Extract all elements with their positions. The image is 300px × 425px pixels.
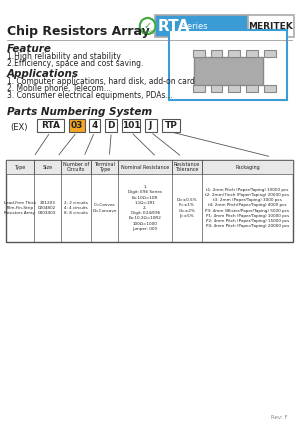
Bar [145,119,157,132]
Text: Number of
Circuits: Number of Circuits [63,162,89,173]
Text: 1. Computer applications, hard disk, add-on card: 1. Computer applications, hard disk, add… [7,77,195,86]
Bar [61,160,91,174]
Text: MERITEK: MERITEK [248,22,293,31]
Text: t1: 2mm Pitch (Paper/Taping) 10000 pcs
t2: 2mm/7inch (Paper/Taping) 20000 pcs
t3: t1: 2mm Pitch (Paper/Taping) 10000 pcs t… [206,188,290,228]
Bar [211,50,222,57]
Text: Series: Series [179,22,208,31]
Text: Feature: Feature [7,44,52,54]
Text: 2: 2 circuits
4: 4 circuits
8: 8 circuits: 2: 2 circuits 4: 4 circuits 8: 8 circuit… [64,201,88,215]
Bar [228,85,240,92]
Text: Size: Size [42,164,52,170]
Text: Applications: Applications [7,69,79,79]
Text: J: J [149,121,152,130]
Text: Lead-Free Thick
Film-Fin-Strip
Resistors Array: Lead-Free Thick Film-Fin-Strip Resistors… [4,201,36,215]
Bar [105,119,117,132]
Text: Terminal
Type: Terminal Type [94,162,115,173]
Text: 3. Consumer electrical equipments, PDAs...: 3. Consumer electrical equipments, PDAs.… [7,91,173,100]
Text: ✓: ✓ [144,21,152,31]
Bar [172,160,202,174]
Text: Rev: F: Rev: F [271,415,287,420]
Text: 03: 03 [71,121,83,130]
Bar [211,85,222,92]
Text: 2.Efficiency, space and cost saving.: 2.Efficiency, space and cost saving. [7,59,143,68]
Bar [118,160,172,174]
Circle shape [140,18,155,34]
FancyBboxPatch shape [154,15,248,37]
Text: 1-
Digit: E96 Series
Ex:10Ω=10R
1.1Ω=1R1
2-
Digit: E24/E96
Ex:10.2Ω=10R2
100Ω=10: 1- Digit: E96 Series Ex:10Ω=10R 1.1Ω=1R1… [128,185,162,231]
Text: Type: Type [14,164,26,170]
Bar [246,85,258,92]
Bar [37,119,64,132]
Text: 4: 4 [92,121,98,130]
Bar [6,160,34,174]
Bar [122,119,140,132]
Text: RoHS: RoHS [141,29,154,34]
Text: 2. Mobile phone, Telecom...: 2. Mobile phone, Telecom... [7,84,111,93]
Text: D=±0.5%
F=±1%
G=±2%
J=±5%: D=±0.5% F=±1% G=±2% J=±5% [177,198,197,218]
Bar [228,50,240,57]
Text: Parts Numbering System: Parts Numbering System [7,107,152,117]
Bar [34,160,61,174]
FancyBboxPatch shape [248,15,294,37]
Bar [6,160,293,242]
Bar [91,160,118,174]
Text: Nominal Resistance: Nominal Resistance [121,164,169,170]
Bar [194,57,263,85]
Bar [202,160,293,174]
Text: C=Convex
D=Concave: C=Convex D=Concave [92,204,117,212]
Text: RTA: RTA [41,121,60,130]
FancyBboxPatch shape [169,30,287,100]
Text: Chip Resistors Array: Chip Resistors Array [7,25,150,38]
Text: D: D [107,121,115,130]
Text: TP: TP [165,121,178,130]
Bar [246,50,258,57]
Text: 1.High reliability and stability: 1.High reliability and stability [7,52,121,61]
Bar [193,85,205,92]
Bar [89,119,100,132]
Text: Packaging: Packaging [235,164,260,170]
Text: 3X1203
0204802
0303403: 3X1203 0204802 0303403 [38,201,56,215]
Text: RTA: RTA [158,19,190,34]
Bar [162,119,180,132]
Bar [193,50,205,57]
Bar [69,119,85,132]
Text: Resistance
Tolerance: Resistance Tolerance [174,162,200,173]
Text: 101: 101 [122,121,140,130]
Bar [264,50,275,57]
Text: (EX): (EX) [10,123,28,132]
Bar [264,85,275,92]
